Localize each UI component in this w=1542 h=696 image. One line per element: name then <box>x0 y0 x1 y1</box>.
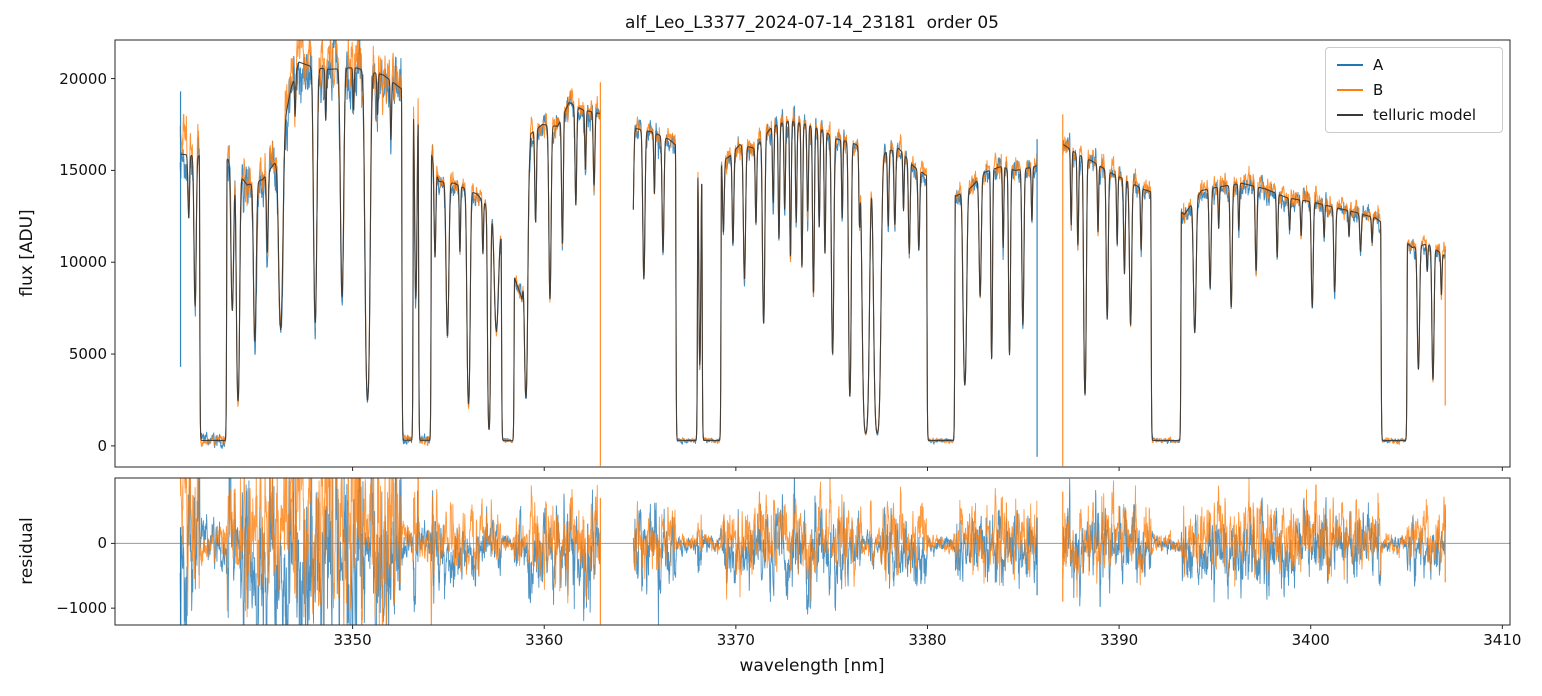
residual-axis-label: residual <box>17 517 37 585</box>
plot-title: alf_Leo_L3377_2024-07-14_23181 order 05 <box>625 13 999 33</box>
x-tick-label: 3400 <box>1291 631 1330 649</box>
flux-tick-label: 15000 <box>59 161 107 180</box>
flux-axis-label: flux [ADU] <box>17 209 37 297</box>
flux-tick-label: 0 <box>97 436 107 455</box>
flux-tick-label: 10000 <box>59 253 107 272</box>
legend-line-icon <box>1337 64 1363 66</box>
x-tick-label: 3380 <box>908 631 947 649</box>
legend-entry-telluric-model: telluric model <box>1337 106 1491 124</box>
residual-tick-label: 0 <box>97 534 107 553</box>
x-tick-label: 3350 <box>333 631 372 649</box>
legend-label: A <box>1373 56 1384 74</box>
legend-entry-A: A <box>1337 56 1491 74</box>
residual-tick-label: −1000 <box>56 599 107 618</box>
legend-label: telluric model <box>1373 106 1477 124</box>
flux-tick-label: 5000 <box>68 345 107 364</box>
x-tick-label: 3390 <box>1099 631 1139 649</box>
legend-label: B <box>1373 81 1384 99</box>
x-tick-label: 3360 <box>525 631 564 649</box>
wavelength-axis-label: wavelength [nm] <box>739 656 885 676</box>
legend-entry-B: B <box>1337 81 1491 99</box>
legend-line-icon <box>1337 114 1363 116</box>
x-tick-label: 3370 <box>716 631 755 649</box>
flux-tick-label: 20000 <box>59 69 107 88</box>
legend-line-icon <box>1337 89 1363 91</box>
x-tick-label: 3410 <box>1483 631 1522 649</box>
